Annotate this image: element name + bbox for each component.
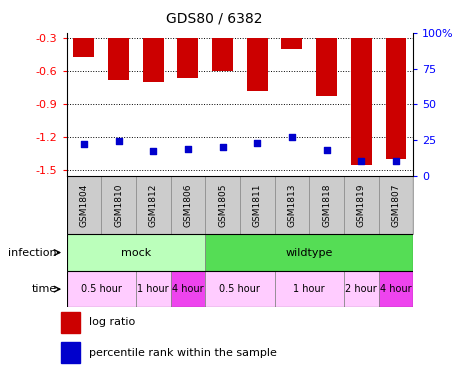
Text: GSM1806: GSM1806 [183,183,192,227]
Text: GSM1819: GSM1819 [357,183,366,227]
Text: GSM1811: GSM1811 [253,183,262,227]
Text: log ratio: log ratio [89,317,136,327]
Text: 1 hour: 1 hour [137,284,169,294]
Bar [316,38,337,96]
Bar [351,38,371,165]
Bar [344,271,379,307]
Bar [61,342,80,363]
Text: 0.5 hour: 0.5 hour [219,284,260,294]
Bar [171,176,205,234]
Text: mock: mock [121,247,151,258]
Text: GSM1810: GSM1810 [114,183,123,227]
Point [218,144,227,150]
Bar [61,311,80,333]
Text: GSM1805: GSM1805 [218,183,227,227]
Text: percentile rank within the sample: percentile rank within the sample [89,348,277,358]
Point [392,158,400,164]
Bar [379,271,413,307]
Point [288,134,295,140]
Text: 4 hour: 4 hour [380,284,412,294]
Bar [205,176,240,234]
Bar [136,271,171,307]
Point [323,147,331,153]
Bar [386,38,406,159]
Bar [247,38,267,91]
Bar [66,176,101,234]
Bar [66,234,205,271]
Point [254,140,261,146]
Text: 4 hour: 4 hour [172,284,204,294]
Bar [108,38,129,80]
Bar [275,271,344,307]
Bar [282,38,302,49]
Text: GSM1813: GSM1813 [287,183,296,227]
Bar [74,38,94,57]
Text: 0.5 hour: 0.5 hour [81,284,122,294]
Bar [171,271,205,307]
Bar [379,176,413,234]
Text: infection: infection [9,247,57,258]
Text: GSM1807: GSM1807 [391,183,400,227]
Point [358,158,365,164]
Bar [344,176,379,234]
Text: GSM1812: GSM1812 [149,183,158,227]
Bar [66,271,136,307]
Text: wildtype: wildtype [285,247,333,258]
Bar [240,176,275,234]
Text: 2 hour: 2 hour [345,284,377,294]
Point [184,146,192,152]
Point [149,149,157,154]
Text: time: time [32,284,57,294]
Text: GSM1818: GSM1818 [322,183,331,227]
Text: GSM1804: GSM1804 [79,183,88,227]
Point [115,138,123,144]
Bar [275,176,309,234]
Bar [212,38,233,71]
Bar [205,271,275,307]
Bar [143,38,163,82]
Bar [178,38,198,78]
Bar [309,176,344,234]
Text: 1 hour: 1 hour [294,284,325,294]
Bar [101,176,136,234]
Bar [205,234,413,271]
Text: GDS80 / 6382: GDS80 / 6382 [165,12,262,26]
Bar [136,176,171,234]
Point [80,141,88,147]
